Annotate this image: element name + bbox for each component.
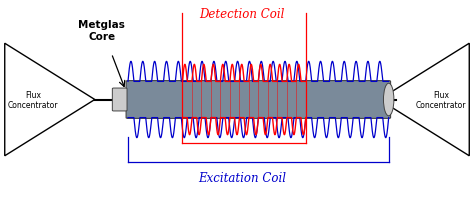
Text: Flux
Concentrator: Flux Concentrator	[8, 90, 58, 110]
FancyBboxPatch shape	[112, 89, 127, 111]
Text: Metglas
Core: Metglas Core	[79, 20, 125, 41]
Ellipse shape	[383, 84, 394, 116]
Text: Excitation Coil: Excitation Coil	[198, 171, 286, 184]
Text: Detection Coil: Detection Coil	[199, 8, 284, 21]
FancyBboxPatch shape	[126, 81, 391, 119]
Text: Flux
Concentrator: Flux Concentrator	[416, 90, 466, 110]
